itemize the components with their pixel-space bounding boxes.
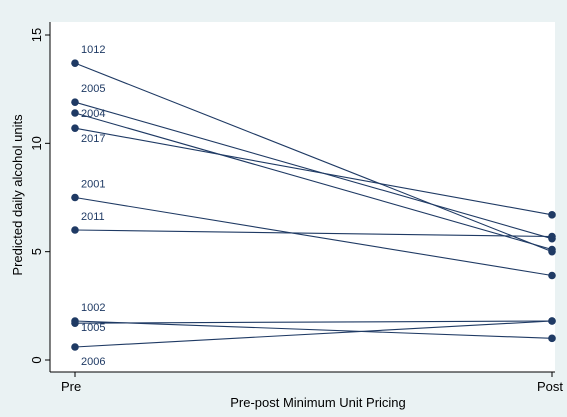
series-line-2004 [74, 112, 553, 251]
y-axis-label: Predicted daily alcohol units [10, 114, 25, 276]
x-tick-label: Post [537, 379, 563, 394]
point-post-2004 [548, 245, 556, 254]
series-line-2001 [74, 196, 553, 277]
point-post-2017 [548, 211, 556, 219]
y-tick-label: 5 [29, 248, 44, 255]
series-label-2006: 2006 [81, 356, 105, 368]
series-line-2006 [74, 320, 553, 348]
series-label-1012: 1012 [81, 44, 105, 56]
series-line-2017 [74, 127, 553, 216]
point-pre-2017 [71, 124, 79, 132]
series-label-2005: 2005 [81, 83, 105, 95]
point-post-2011 [548, 232, 556, 241]
point-post-1002 [548, 334, 556, 343]
y-ticks: 0 5 10 15 [29, 28, 50, 364]
series-line-1005 [74, 320, 553, 324]
series-label-2017: 2017 [81, 133, 105, 145]
x-ticks: Pre Post [61, 372, 563, 394]
y-tick-label: 0 [29, 356, 44, 363]
series-lines [74, 62, 553, 348]
point-pre-1005 [71, 319, 79, 327]
point-post-2001 [548, 271, 556, 280]
series-label-2011: 2011 [81, 211, 105, 223]
point-pre-2006 [71, 343, 79, 351]
series-line-2005 [74, 101, 553, 240]
series-labels: 1012 2005 2004 2017 2001 2011 1002 1005 2006 [81, 44, 105, 368]
point-pre-2011 [71, 226, 79, 234]
series-label-1005: 1005 [81, 322, 105, 334]
x-tick-label: Pre [61, 379, 81, 394]
point-pre-1012 [71, 59, 79, 67]
y-tick-label: 15 [29, 28, 44, 42]
series-line-1012 [74, 62, 553, 253]
point-pre-2001 [71, 193, 79, 202]
point-post-2006 [548, 317, 556, 325]
series-line-2011 [74, 229, 553, 238]
plot-area [50, 22, 555, 372]
series-label-1002: 1002 [81, 302, 105, 314]
series-label-2001: 2001 [81, 179, 105, 191]
series-line-1002 [74, 320, 553, 339]
point-pre-2005 [71, 98, 79, 106]
x-axis-label: Pre-post Minimum Unit Pricing [230, 395, 406, 410]
point-pre-2004 [71, 109, 79, 117]
series-points [71, 59, 556, 351]
y-tick-label: 10 [29, 136, 44, 150]
series-label-2004: 2004 [81, 108, 105, 120]
